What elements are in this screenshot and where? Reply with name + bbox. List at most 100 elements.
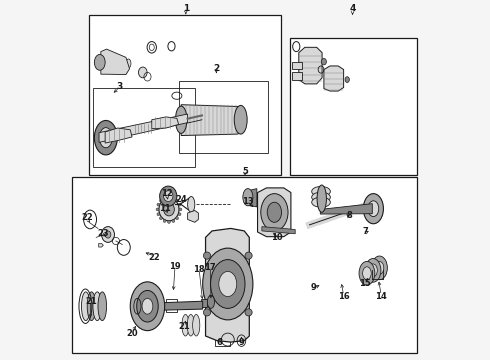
Ellipse shape — [168, 195, 171, 198]
Ellipse shape — [219, 271, 237, 297]
Ellipse shape — [137, 291, 158, 322]
Text: 14: 14 — [375, 292, 387, 301]
Ellipse shape — [359, 261, 375, 285]
Text: 8: 8 — [346, 211, 352, 220]
Ellipse shape — [321, 58, 326, 65]
Ellipse shape — [375, 261, 384, 274]
Text: 15: 15 — [359, 279, 370, 288]
Text: 9: 9 — [239, 338, 245, 347]
Ellipse shape — [159, 198, 179, 221]
Ellipse shape — [164, 203, 174, 216]
Ellipse shape — [105, 231, 111, 238]
Polygon shape — [262, 226, 295, 234]
Text: 1: 1 — [183, 4, 189, 13]
Ellipse shape — [142, 298, 153, 314]
Text: 3: 3 — [116, 82, 122, 91]
Text: 18: 18 — [193, 265, 205, 274]
Ellipse shape — [368, 201, 379, 217]
Ellipse shape — [345, 77, 349, 82]
Polygon shape — [188, 211, 198, 222]
Ellipse shape — [98, 292, 107, 320]
Polygon shape — [299, 47, 322, 84]
Ellipse shape — [113, 56, 122, 71]
Polygon shape — [320, 204, 372, 214]
Polygon shape — [293, 72, 302, 80]
Ellipse shape — [175, 199, 178, 202]
Ellipse shape — [99, 128, 112, 148]
Ellipse shape — [93, 292, 101, 320]
Ellipse shape — [159, 199, 162, 202]
Ellipse shape — [371, 256, 388, 280]
Ellipse shape — [106, 55, 116, 72]
Ellipse shape — [245, 252, 252, 259]
Ellipse shape — [179, 208, 182, 211]
Ellipse shape — [175, 217, 178, 220]
Ellipse shape — [211, 260, 245, 309]
Ellipse shape — [172, 196, 175, 199]
Text: 20: 20 — [126, 329, 138, 338]
Text: 12: 12 — [161, 189, 172, 198]
Text: 16: 16 — [338, 292, 349, 301]
Ellipse shape — [163, 196, 166, 199]
Ellipse shape — [159, 217, 162, 220]
Text: 10: 10 — [271, 233, 282, 242]
Ellipse shape — [364, 194, 383, 224]
Ellipse shape — [156, 208, 159, 211]
Text: 5: 5 — [242, 167, 248, 176]
Text: 21: 21 — [178, 322, 190, 331]
Polygon shape — [200, 299, 207, 307]
Ellipse shape — [203, 252, 211, 259]
Ellipse shape — [119, 58, 126, 69]
Text: 7: 7 — [362, 228, 368, 237]
Ellipse shape — [175, 106, 187, 134]
Polygon shape — [181, 105, 242, 135]
Bar — [89, 15, 281, 175]
Ellipse shape — [368, 264, 377, 277]
Bar — [166, 300, 177, 312]
Ellipse shape — [163, 220, 166, 222]
Text: 6: 6 — [217, 338, 223, 347]
Polygon shape — [258, 188, 291, 237]
Ellipse shape — [363, 267, 371, 280]
Text: 24: 24 — [175, 195, 187, 204]
Ellipse shape — [178, 213, 181, 216]
Ellipse shape — [312, 197, 330, 207]
Ellipse shape — [312, 186, 330, 197]
Ellipse shape — [160, 186, 177, 206]
Ellipse shape — [187, 315, 195, 336]
Ellipse shape — [207, 296, 215, 309]
Polygon shape — [293, 62, 302, 69]
Bar — [215, 334, 230, 346]
Ellipse shape — [172, 220, 175, 222]
Ellipse shape — [178, 203, 181, 206]
Ellipse shape — [234, 105, 247, 134]
Ellipse shape — [101, 226, 115, 242]
Polygon shape — [136, 301, 203, 311]
Ellipse shape — [245, 309, 252, 316]
Ellipse shape — [188, 197, 195, 212]
Ellipse shape — [261, 194, 288, 231]
Text: 9: 9 — [310, 283, 316, 292]
Polygon shape — [99, 114, 188, 142]
Text: 11: 11 — [160, 204, 172, 213]
Bar — [179, 81, 269, 153]
Ellipse shape — [193, 315, 200, 336]
Ellipse shape — [157, 213, 160, 216]
Text: 19: 19 — [169, 262, 181, 271]
Ellipse shape — [267, 202, 282, 222]
Text: 21: 21 — [85, 297, 97, 306]
Polygon shape — [248, 189, 257, 207]
Ellipse shape — [139, 67, 147, 78]
Ellipse shape — [95, 121, 117, 155]
Ellipse shape — [243, 189, 253, 206]
Ellipse shape — [317, 185, 326, 212]
Ellipse shape — [81, 292, 90, 320]
Text: 17: 17 — [204, 264, 216, 273]
Ellipse shape — [95, 54, 105, 70]
Polygon shape — [105, 128, 132, 143]
Bar — [93, 88, 195, 167]
Text: 22: 22 — [149, 253, 161, 262]
Text: 22: 22 — [81, 213, 93, 222]
Ellipse shape — [312, 192, 330, 202]
Polygon shape — [152, 117, 179, 129]
